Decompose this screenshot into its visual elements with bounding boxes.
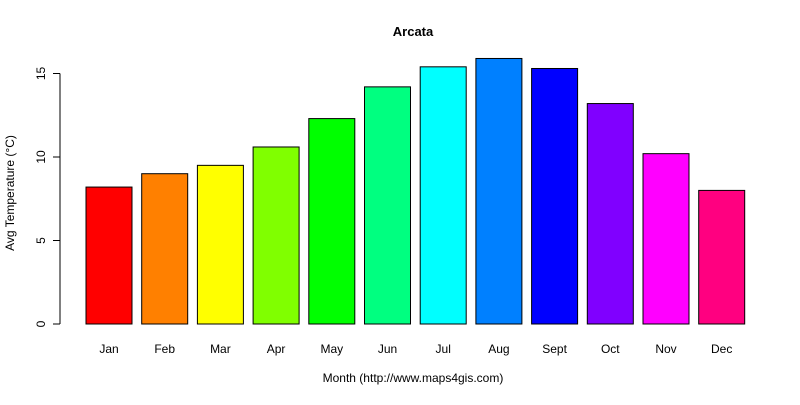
x-tick-label: Aug [488, 342, 509, 356]
x-tick-label: Mar [210, 342, 231, 356]
y-tick-label: 15 [34, 67, 48, 81]
bar-apr [252, 146, 300, 325]
y-axis: 0 5 10 15 [34, 67, 61, 327]
bar-oct [586, 103, 634, 325]
x-tick-label: Jul [436, 342, 451, 356]
bar-jun [364, 86, 411, 325]
x-tick-label: Jun [378, 342, 397, 356]
x-tick-label: Apr [267, 342, 286, 356]
bar-jan [85, 186, 133, 325]
bar-dec [698, 189, 746, 325]
bar-sept [531, 67, 579, 325]
x-tick-label: Jan [99, 342, 118, 356]
bars-group [85, 57, 746, 325]
bar-feb [141, 173, 189, 325]
y-tick-label: 5 [34, 237, 48, 244]
x-tick-label: May [320, 342, 343, 356]
y-tick-label: 10 [34, 150, 48, 164]
x-axis-label: Month (http://www.maps4gis.com) [323, 371, 504, 385]
x-tick-label: Oct [601, 342, 620, 356]
x-tick-label: Sept [542, 342, 567, 356]
bar-may [308, 118, 356, 325]
bar-aug [475, 57, 523, 325]
x-tick-labels: Jan Feb Mar Apr May Jun Jul Aug Sept Oct Nov Dec [99, 342, 732, 356]
chart-title: Arcata [393, 24, 434, 39]
bar-jul [419, 66, 467, 325]
bar-nov [642, 153, 690, 325]
x-tick-label: Feb [154, 342, 175, 356]
x-tick-label: Nov [655, 342, 676, 356]
y-tick-label: 0 [34, 320, 48, 327]
y-axis-label: Avg Temperature (°C) [3, 135, 17, 251]
bar-mar [196, 164, 244, 325]
x-tick-label: Dec [711, 342, 732, 356]
